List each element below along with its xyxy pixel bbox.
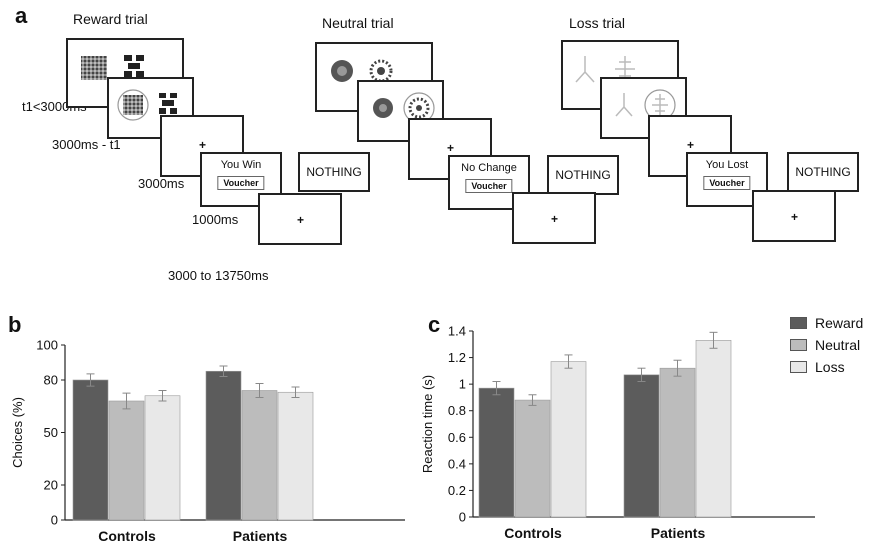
y-tick-label: 0 [459,510,466,525]
bar-neutral-patients [241,390,278,521]
bar-reward-controls [72,379,109,521]
neutral-trial-title: Neutral trial [322,15,394,31]
panel-b-letter: b [8,312,22,337]
panel-c-letter: c [428,312,441,337]
fixation-cross: + [687,138,695,152]
y-tick-label: 1 [459,377,466,392]
y-tick-label: 80 [44,373,58,388]
bar-reward-patients [623,374,660,518]
nothing-text: NOTHING [306,165,362,179]
neutral-nothing-screen: NOTHING [547,155,619,195]
bar-loss-controls [144,395,181,521]
voucher-box: Voucher [703,176,751,190]
y-tick-label: 0.8 [448,403,466,418]
neutral-stimulus-pair [331,59,393,83]
voucher-box: Voucher [217,176,265,190]
legend-swatch-reward [790,317,807,329]
legend-label-loss: Loss [815,359,845,375]
reward-choice-pair [117,89,177,121]
y-tick-label: 0.2 [448,483,466,498]
bar-loss-controls [550,361,587,518]
outcome-title: You Lost [705,159,749,171]
reward-iti-screen: + [258,193,342,245]
legend-label-neutral: Neutral [815,337,861,353]
y-axis-label: Choices (%) [10,397,25,468]
y-tick-label: 20 [44,478,58,493]
timing-label-outcome: 3000ms [138,176,185,191]
neutral-iti-screen: + [512,192,596,244]
legend-label-reward: Reward [815,315,864,331]
category-label-controls: Controls [98,528,156,544]
voucher-box: Voucher [465,179,513,193]
reward-outcome-screen: You Win Voucher [200,152,282,207]
legend-swatch-loss [790,361,807,373]
bar-neutral-controls [108,400,145,521]
outcome-title: You Win [220,159,262,171]
fixation-cross: + [297,213,305,227]
reward-stimulus-pair [81,55,144,80]
bar-reward-patients [205,370,242,521]
reaction-time-bar-chart: 0 0.2 0.4 0.6 0.8 1 1.2 1.4 Reaction time (s) Con… [420,324,815,541]
y-tick-label: 100 [36,338,58,353]
legend-item-loss: Loss [790,356,863,378]
bar-reward-controls [478,387,515,518]
y-tick-label: 50 [44,425,58,440]
bar-neutral-patients [659,367,696,518]
nothing-text: NOTHING [795,165,851,179]
choices-bar-chart: 0 20 50 80 100 Choices (%) Controls Patients [10,338,405,544]
legend-item-reward: Reward [790,312,863,334]
loss-nothing-screen: NOTHING [787,152,859,192]
neutral-outcome-screen: No Change Voucher [448,155,530,210]
legend-item-neutral: Neutral [790,334,863,356]
outcome-title: No Change [461,162,517,174]
legend: Reward Neutral Loss [790,312,863,378]
reward-nothing-screen: NOTHING [298,152,370,192]
category-label-controls: Controls [504,525,562,541]
fixation-cross: + [551,212,559,226]
category-label-patients: Patients [233,528,288,544]
neutral-choice-pair [373,92,435,124]
y-axis-label: Reaction time (s) [420,375,435,473]
category-label-patients: Patients [651,525,706,541]
bar-neutral-controls [514,399,551,518]
timing-label-iti: 3000 to 13750ms [168,268,269,283]
reward-trial-title: Reward trial [73,11,148,27]
bar-loss-patients [277,391,314,521]
legend-swatch-neutral [790,339,807,351]
nothing-text: NOTHING [555,168,611,182]
y-tick-label: 0.6 [448,430,466,445]
bar-loss-patients [695,339,732,518]
y-tick-label: 0 [51,513,58,528]
fixation-cross: + [199,138,207,152]
loss-trial-title: Loss trial [569,15,626,31]
loss-iti-screen: + [752,190,836,242]
y-tick-label: 1.2 [448,350,466,365]
panel-a-letter: a [15,3,28,28]
loss-stimulus-pair [575,56,635,83]
timing-label-delay: 3000ms - t1 [52,137,121,152]
fixation-cross: + [447,141,455,155]
y-tick-label: 0.4 [448,456,466,471]
y-tick-label: 1.4 [448,324,466,339]
fixation-cross: + [791,210,799,224]
timing-label-feedback: 1000ms [192,212,239,227]
